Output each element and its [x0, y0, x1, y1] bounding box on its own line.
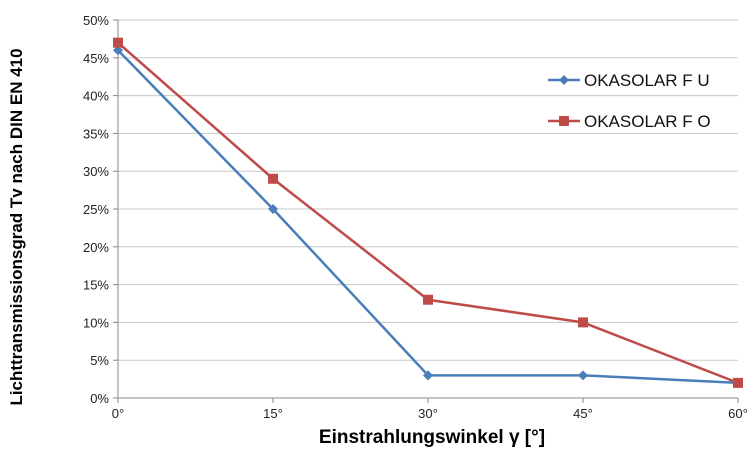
y-tick-label: 15%	[83, 278, 109, 293]
data-point	[578, 370, 588, 381]
y-tick-label: 0%	[90, 391, 109, 406]
y-tick-label: 45%	[83, 51, 109, 66]
legend-marker	[559, 116, 569, 126]
y-tick-labels: 0% 5% 10% 15% 20% 25% 30% 35% 40% 45% 50%	[83, 13, 109, 406]
y-axis-title: Lichttransmissionsgrad Tv nach DIN EN 41…	[7, 48, 26, 405]
series-line	[117, 49, 739, 385]
x-tick-label: 15°	[263, 406, 283, 421]
y-tick-label: 25%	[83, 202, 109, 217]
legend-marker	[559, 75, 569, 85]
x-tick-label: 60°	[728, 406, 748, 421]
x-axis-title: Einstrahlungswinkel γ [°]	[319, 427, 545, 448]
data-point	[268, 173, 278, 184]
y-tick-label: 40%	[83, 89, 109, 104]
legend: OKASOLAR F U OKASOLAR F O	[548, 71, 711, 131]
axes	[113, 19, 739, 403]
legend-item: OKASOLAR F O	[548, 112, 711, 131]
series-2	[113, 37, 743, 388]
y-tick-label: 5%	[90, 353, 109, 368]
series-group	[113, 37, 743, 388]
x-tick-label: 45°	[573, 406, 593, 421]
data-point	[578, 317, 588, 328]
x-tick-label: 30°	[418, 406, 438, 421]
data-point	[733, 377, 743, 388]
series-line	[117, 41, 739, 385]
legend-label: OKASOLAR F U	[584, 71, 710, 90]
y-tick-label: 50%	[83, 13, 109, 28]
data-point	[113, 37, 123, 48]
y-tick-label: 20%	[83, 240, 109, 255]
x-tick-label: 0°	[112, 406, 124, 421]
y-tick-label: 10%	[83, 315, 109, 330]
data-point	[423, 370, 433, 381]
series-1	[113, 45, 743, 388]
data-point	[423, 294, 433, 305]
x-tick-labels: 0° 15° 30° 45° 60°	[112, 406, 748, 421]
data-point	[113, 45, 123, 56]
legend-label: OKASOLAR F O	[584, 112, 711, 131]
data-point	[268, 204, 278, 214]
legend-item: OKASOLAR F U	[548, 71, 710, 90]
y-tick-label: 30%	[83, 164, 109, 179]
y-tick-label: 35%	[83, 126, 109, 141]
